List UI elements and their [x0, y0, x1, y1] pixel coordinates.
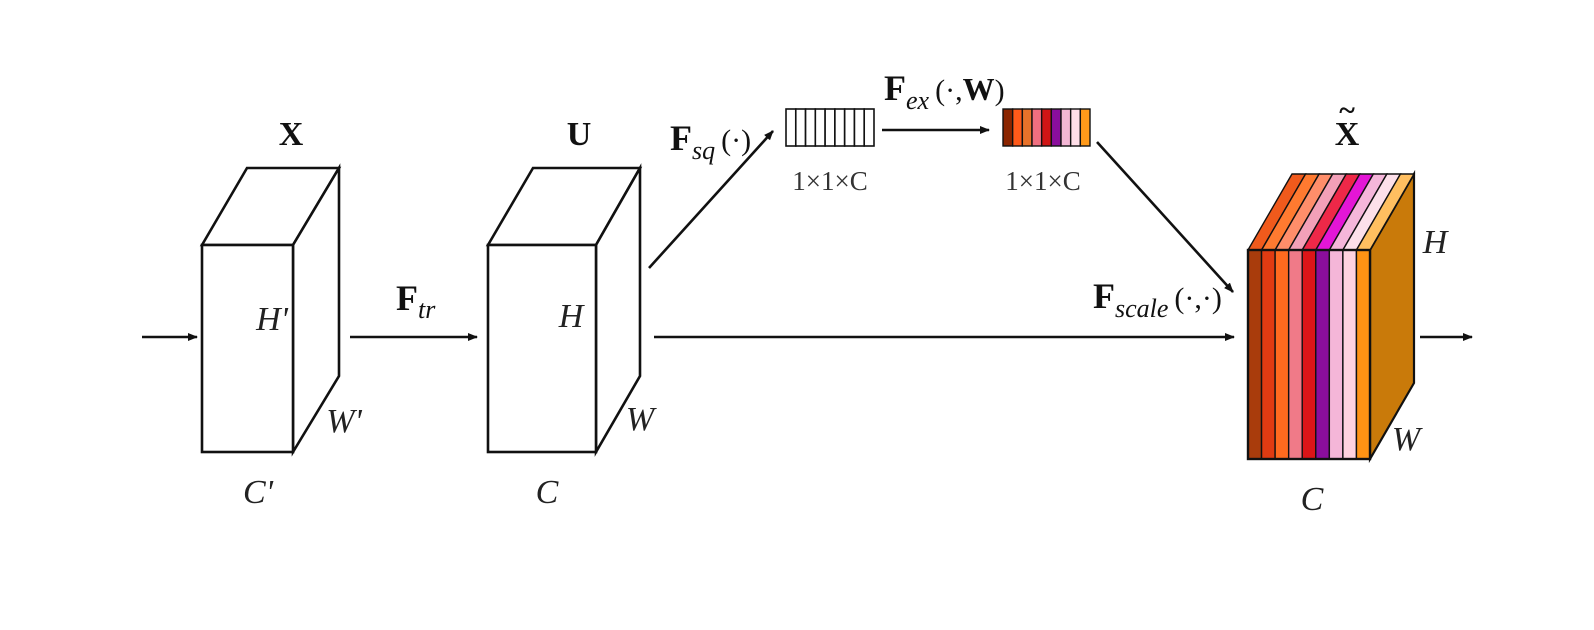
output-front-slice: [1287, 249, 1303, 460]
output-front-slice: [1260, 249, 1276, 460]
squeeze-arrow: [648, 130, 774, 269]
squeezed-vector-cell: [863, 108, 875, 147]
excited-vector: [1002, 108, 1091, 147]
squeezed-vector-cell: [843, 108, 856, 147]
scale-weights-arrow: [1096, 141, 1234, 293]
tensor-u-height: H: [558, 298, 586, 335]
tensor-u-width: W: [626, 401, 657, 438]
squeezed-vector: [785, 108, 875, 147]
squeezed-vector-cell: [794, 108, 807, 147]
excited-vector-label: 1×1×C: [1005, 166, 1080, 196]
output-tensor-name: X: [1335, 116, 1360, 153]
tilde-icon: ~: [1339, 94, 1355, 127]
output-front-slice: [1247, 249, 1263, 460]
output-front-slice: [1274, 249, 1290, 460]
squeezed-vector-cell: [804, 108, 817, 147]
squeezed-vector-cell: [824, 108, 836, 147]
excited-vector-cell: [1002, 108, 1014, 147]
squeezed-vector-label: 1×1×C: [792, 166, 867, 196]
squeezed-vector-cell: [814, 108, 826, 147]
tensor-x-name: X: [279, 116, 304, 153]
excited-vector-cell: [1040, 108, 1053, 147]
tensor-x-cuboid: [199, 163, 342, 457]
excited-vector-cell: [1079, 108, 1091, 147]
output-front-slice: [1301, 249, 1317, 460]
output-tensor-width: W: [1392, 421, 1423, 458]
excited-vector-cell: [1069, 108, 1082, 147]
output-front-slice: [1315, 249, 1331, 460]
op-ex-label: Fex (·,W): [884, 68, 1005, 115]
excited-vector-cell: [1031, 108, 1043, 147]
tensor-x-width: W': [326, 403, 362, 440]
excited-vector-cell: [1050, 108, 1062, 147]
squeezed-vector-cell: [853, 108, 866, 147]
excited-vector-cell: [1011, 108, 1024, 147]
output-front-outline: [1246, 248, 1372, 461]
op-sq-label: Fsq (·): [670, 118, 751, 165]
tensor-x-height: H': [255, 301, 289, 338]
squeezed-vector-cell: [834, 108, 846, 147]
output-front-slice: [1355, 249, 1371, 460]
output-tensor-cuboid: [1246, 169, 1416, 464]
excited-vector-cell: [1021, 108, 1033, 147]
tensor-u-name: U: [567, 116, 592, 153]
output-tensor-height: H: [1422, 224, 1450, 261]
op-tr-label: Ftr: [396, 278, 436, 324]
tensor-u-cuboid: [485, 163, 643, 457]
excited-vector-cell: [1060, 108, 1072, 147]
tensor-u-channels: C: [536, 474, 559, 511]
output-front-slice: [1342, 249, 1358, 460]
output-tensor-channels: C: [1301, 481, 1324, 518]
squeezed-vector-cell: [785, 108, 797, 147]
tensor-x-channels: C': [243, 474, 274, 511]
output-front-slice: [1328, 249, 1344, 460]
op-scale-label: Fscale (·,·): [1093, 276, 1222, 323]
